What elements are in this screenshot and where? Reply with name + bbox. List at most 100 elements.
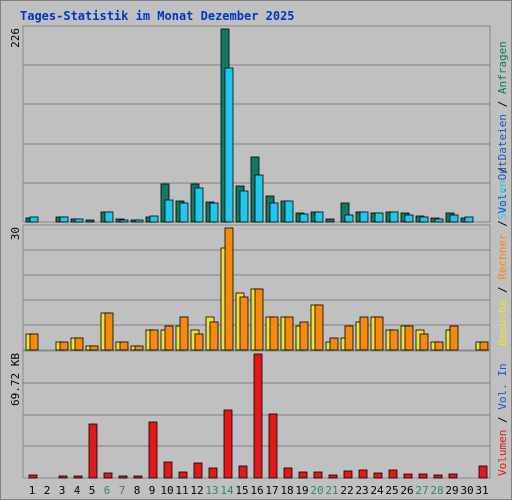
bar-requests-seiten-day-6 <box>104 211 114 223</box>
bar-visits-rechner-day-17 <box>269 316 279 351</box>
x-tick-day-10: 10 <box>160 484 173 497</box>
bar-volume-volumen-day-19 <box>298 471 308 479</box>
bar-visits-rechner-day-29 <box>449 325 459 351</box>
x-tick-day-28: 28 <box>430 484 443 497</box>
bar-volume-volumen-day-27 <box>418 473 428 479</box>
panel-scale-label: 226 <box>9 28 22 48</box>
bar-visits-rechner-day-24 <box>374 316 384 351</box>
bar-visits-rechner-day-10 <box>164 325 174 351</box>
bar-requests-seiten-day-9 <box>149 215 159 223</box>
bar-visits-rechner-day-1 <box>29 333 39 351</box>
bar-requests-seiten-day-8 <box>134 219 144 223</box>
bar-volume-volumen-day-8 <box>133 475 143 479</box>
bar-volume-volumen-day-3 <box>58 475 68 479</box>
bar-requests-anfragen-day-5 <box>85 219 95 223</box>
x-tick-day-17: 17 <box>265 484 278 497</box>
bar-volume-volumen-day-12 <box>193 462 203 479</box>
bar-requests-seiten-day-30 <box>464 216 474 223</box>
bar-visits-rechner-day-12 <box>194 333 204 351</box>
x-tick-day-25: 25 <box>385 484 398 497</box>
bar-visits-rechner-day-16 <box>254 288 264 351</box>
bar-volume-volumen-day-7 <box>118 475 128 479</box>
bar-visits-rechner-day-3 <box>59 341 69 351</box>
bar-visits-rechner-day-7 <box>119 341 129 351</box>
bar-volume-volumen-day-16 <box>253 353 263 479</box>
bar-volume-volumen-day-21 <box>328 474 338 479</box>
bar-volume-volumen-day-22 <box>343 470 353 479</box>
bar-requests-seiten-day-29 <box>449 214 459 223</box>
legend-entry: Dateien <box>496 114 509 160</box>
bar-volume-volumen-day-10 <box>163 461 173 479</box>
bar-requests-seiten-day-27 <box>419 216 429 223</box>
x-tick-day-27: 27 <box>415 484 428 497</box>
legend-volume: Volumen / Vol. In <box>496 363 509 476</box>
bar-volume-volumen-day-1 <box>28 474 38 479</box>
bar-visits-rechner-day-4 <box>74 337 84 351</box>
x-tick-day-22: 22 <box>340 484 353 497</box>
bar-visits-rechner-day-15 <box>239 296 249 351</box>
bar-visits-rechner-day-28 <box>434 341 444 351</box>
x-tick-day-14: 14 <box>220 484 234 497</box>
bar-requests-seiten-day-10 <box>164 199 174 223</box>
panel-volume: 69.72 KB <box>9 350 491 479</box>
legend-entry: Volumen <box>496 430 509 476</box>
panel-requests: 226 <box>9 25 491 223</box>
chart-panels: 226 30 69.72 KB <box>9 25 491 479</box>
x-tick-day-15: 15 <box>235 484 248 497</box>
x-tick-day-6: 6 <box>104 484 111 497</box>
bar-visits-rechner-day-20 <box>314 304 324 351</box>
bar-volume-volumen-day-11 <box>178 471 188 479</box>
x-tick-day-20: 20 <box>310 484 323 497</box>
bar-volume-volumen-day-18 <box>283 467 293 479</box>
bar-volume-volumen-day-15 <box>238 465 248 479</box>
bar-visits-rechner-day-18 <box>284 316 294 351</box>
bar-visits-rechner-day-13 <box>209 321 219 351</box>
x-tick-day-12: 12 <box>190 484 203 497</box>
x-tick-day-24: 24 <box>370 484 384 497</box>
x-tick-day-3: 3 <box>59 484 66 497</box>
x-tick-day-30: 30 <box>460 484 473 497</box>
bar-volume-volumen-day-13 <box>208 467 218 479</box>
bar-visits-rechner-day-11 <box>179 316 189 351</box>
bar-volume-volumen-day-20 <box>313 471 323 479</box>
legend-entry: Anfragen <box>496 41 509 94</box>
x-tick-day-29: 29 <box>445 484 458 497</box>
bar-requests-anfragen-day-21 <box>325 218 335 223</box>
bar-requests-seiten-day-12 <box>194 187 204 223</box>
bar-volume-volumen-day-26 <box>403 473 413 479</box>
bar-visits-rechner-day-25 <box>389 329 399 351</box>
panel-scale-label: 69.72 KB <box>9 353 22 406</box>
bar-requests-seiten-day-14 <box>224 67 234 223</box>
bar-volume-volumen-day-17 <box>268 413 278 479</box>
x-tick-day-19: 19 <box>295 484 308 497</box>
legend-entry: Vol. Out <box>496 161 509 214</box>
bar-visits-rechner-day-26 <box>404 325 414 351</box>
x-tick-day-7: 7 <box>119 484 126 497</box>
bar-requests-seiten-day-28 <box>434 218 444 223</box>
x-tick-day-4: 4 <box>74 484 81 497</box>
bar-volume-volumen-day-4 <box>73 475 83 479</box>
bar-requests-seiten-day-20 <box>314 211 324 223</box>
x-tick-day-9: 9 <box>149 484 156 497</box>
bar-requests-seiten-day-24 <box>374 212 384 223</box>
bar-volume-volumen-day-28 <box>433 474 443 479</box>
bar-volume-volumen-day-9 <box>148 421 158 479</box>
panel-scale-label: 30 <box>9 227 22 240</box>
x-tick-day-21: 21 <box>325 484 338 497</box>
x-tick-day-31: 31 <box>475 484 488 497</box>
x-tick-day-18: 18 <box>280 484 293 497</box>
bar-visits-rechner-day-14 <box>224 227 234 351</box>
bar-visits-rechner-day-31 <box>479 341 489 351</box>
bar-requests-seiten-day-15 <box>239 190 249 223</box>
x-tick-day-1: 1 <box>29 484 36 497</box>
bar-visits-rechner-day-19 <box>299 321 309 351</box>
bar-requests-seiten-day-16 <box>254 174 264 223</box>
bar-requests-seiten-day-23 <box>359 211 369 223</box>
bar-requests-seiten-day-3 <box>59 216 69 223</box>
bar-requests-seiten-day-1 <box>29 216 39 223</box>
bar-volume-volumen-day-29 <box>448 473 458 479</box>
bar-requests-seiten-day-22 <box>344 214 354 223</box>
bar-volume-volumen-day-23 <box>358 469 368 479</box>
x-tick-day-11: 11 <box>175 484 188 497</box>
